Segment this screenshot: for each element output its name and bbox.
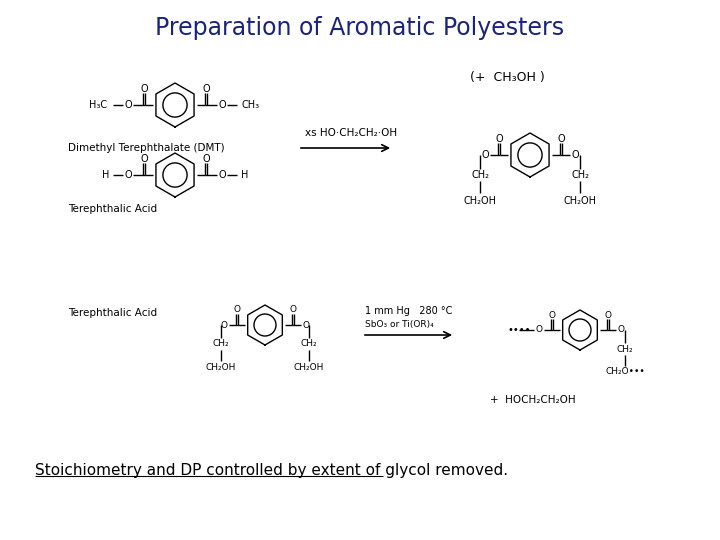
Text: CH₂OH: CH₂OH [294,362,324,372]
Text: O: O [140,154,148,164]
Text: xs HO·CH₂CH₂·OH: xs HO·CH₂CH₂·OH [305,128,397,138]
Text: CH₃: CH₃ [242,100,260,110]
Text: O: O [220,321,228,329]
Text: O: O [124,170,132,180]
Text: O: O [289,306,297,314]
Text: CH₂O•••: CH₂O••• [605,368,645,376]
Text: O: O [605,310,611,320]
Text: O: O [536,326,542,334]
Text: ••••: •••• [508,325,531,335]
Text: CH₂OH: CH₂OH [206,362,236,372]
Text: CH₂: CH₂ [301,340,318,348]
Text: O: O [571,150,579,160]
Text: O: O [495,134,503,144]
Text: O: O [218,100,226,110]
Text: CH₂: CH₂ [471,170,489,180]
Text: Stoichiometry and DP controlled by extent of glycol removed.: Stoichiometry and DP controlled by exten… [35,462,508,477]
Text: O: O [218,170,226,180]
Text: O: O [557,134,564,144]
Text: Preparation of Aromatic Polyesters: Preparation of Aromatic Polyesters [156,16,564,40]
Text: O: O [202,154,210,164]
Text: O: O [124,100,132,110]
Text: O: O [140,84,148,94]
Text: O: O [481,150,489,160]
Text: (+  CH₃OH ): (+ CH₃OH ) [470,71,545,84]
Text: +  HOCH₂CH₂OH: + HOCH₂CH₂OH [490,395,575,405]
Text: Terephthalic Acid: Terephthalic Acid [68,308,157,318]
Text: H: H [102,170,109,180]
Text: 1 mm Hg   280 °C: 1 mm Hg 280 °C [365,306,452,316]
Text: O: O [233,306,240,314]
Text: Terephthalic Acid: Terephthalic Acid [68,204,157,214]
Text: CH₂OH: CH₂OH [564,196,596,206]
Text: O: O [302,321,310,329]
Text: CH₂: CH₂ [617,345,634,354]
Text: CH₂: CH₂ [212,340,229,348]
Text: H: H [241,170,248,180]
Text: Dimethyl Terephthalate (DMT): Dimethyl Terephthalate (DMT) [68,143,225,153]
Text: SbO₃ or Ti(OR)₄: SbO₃ or Ti(OR)₄ [365,321,433,329]
Text: H₃C: H₃C [89,100,107,110]
Text: CH₂: CH₂ [571,170,589,180]
Text: O: O [549,310,556,320]
Text: CH₂OH: CH₂OH [464,196,497,206]
Text: O: O [202,84,210,94]
Text: O: O [618,326,624,334]
